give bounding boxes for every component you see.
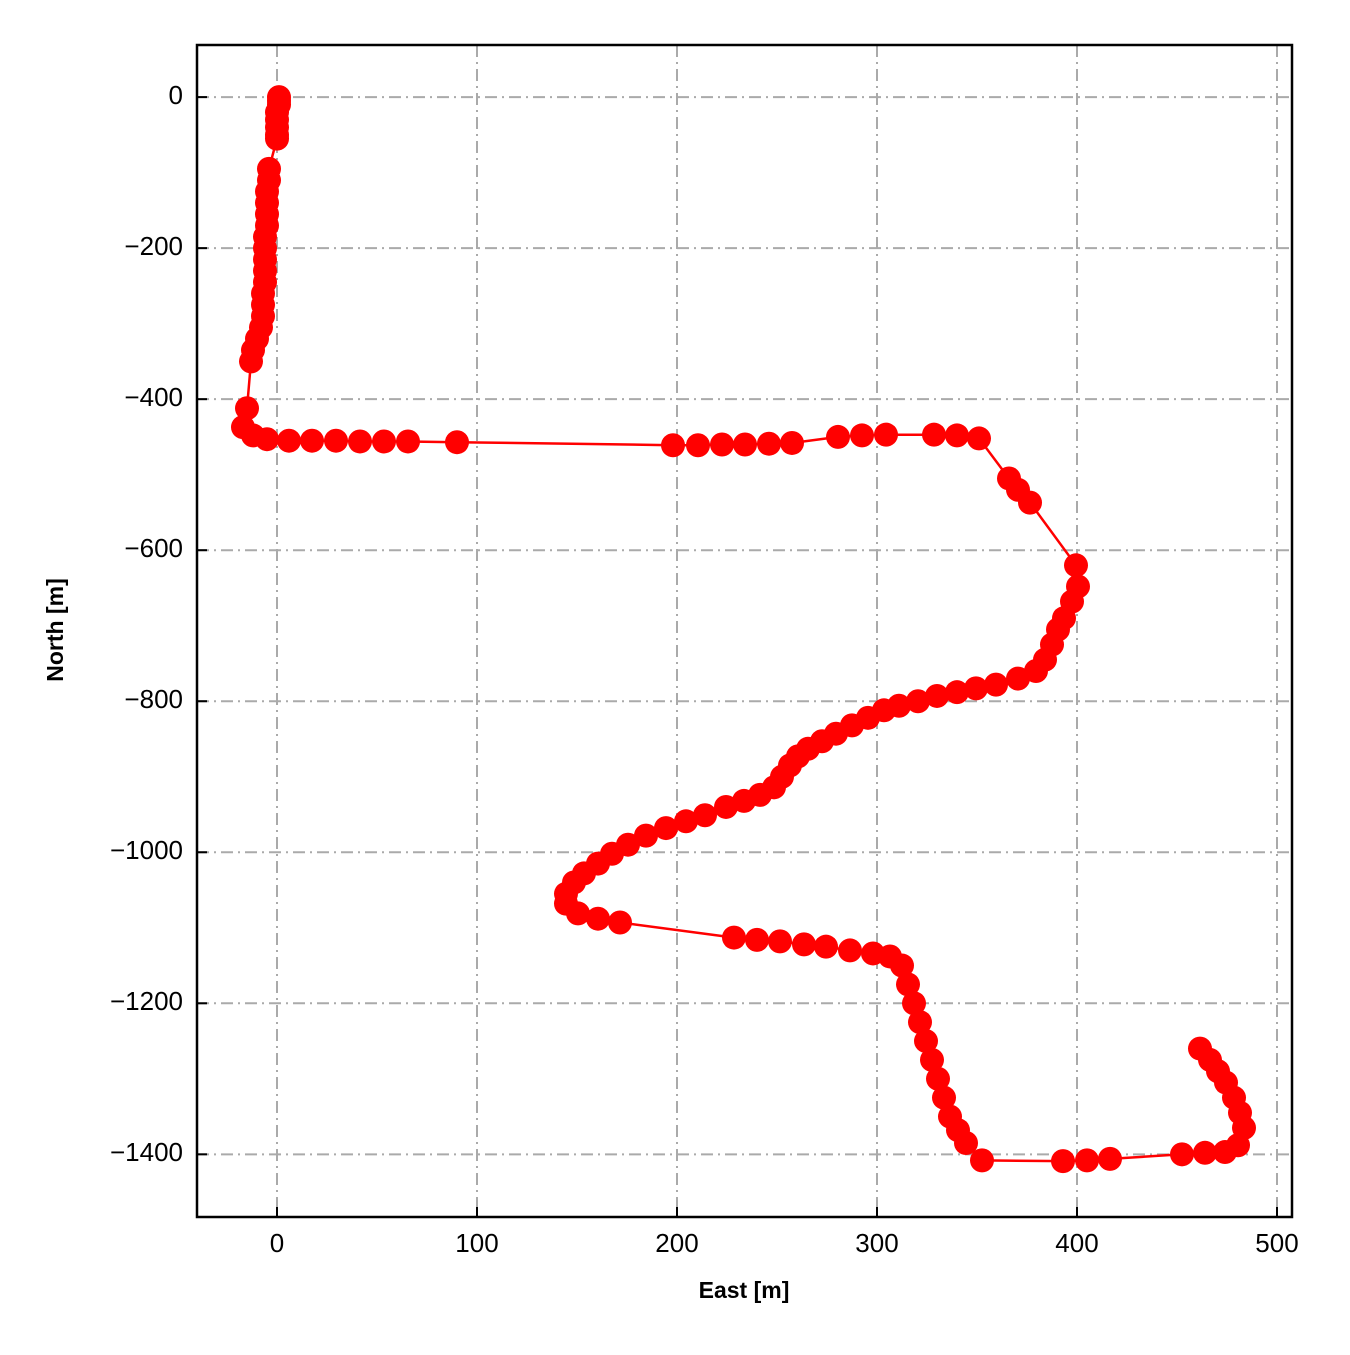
point — [1075, 1148, 1099, 1173]
x-tick-label: 0 — [270, 1228, 284, 1258]
point — [714, 794, 738, 819]
x-tick-label: 300 — [855, 1228, 898, 1258]
point — [348, 429, 372, 454]
point — [693, 803, 717, 828]
point — [1064, 553, 1088, 578]
point — [686, 433, 710, 458]
point — [906, 689, 930, 714]
point — [710, 432, 734, 457]
point — [922, 422, 946, 447]
point — [634, 823, 658, 848]
point — [1006, 666, 1030, 691]
point — [945, 423, 969, 448]
point — [945, 680, 969, 705]
y-tick-label: −1400 — [110, 1137, 183, 1167]
point — [265, 126, 289, 151]
point — [1193, 1140, 1217, 1165]
point — [792, 932, 816, 957]
point — [932, 1085, 956, 1110]
point — [890, 953, 914, 978]
point — [239, 349, 263, 374]
point — [324, 428, 348, 453]
point — [1051, 1149, 1075, 1174]
point — [722, 925, 746, 950]
point — [964, 676, 988, 701]
point — [814, 934, 838, 959]
point — [925, 683, 949, 708]
point — [1098, 1146, 1122, 1171]
point — [674, 809, 698, 834]
point — [896, 972, 920, 997]
point — [654, 816, 678, 841]
y-tick-label: −200 — [124, 231, 183, 261]
point — [908, 1010, 932, 1035]
point — [277, 428, 301, 453]
y-tick-label: 0 — [169, 80, 183, 110]
y-tick-label: −400 — [124, 382, 183, 412]
y-axis-label: North [m] — [42, 578, 68, 681]
point — [826, 424, 850, 449]
point — [661, 433, 685, 458]
point — [757, 431, 781, 456]
point — [838, 938, 862, 963]
point — [445, 430, 469, 455]
point — [1170, 1142, 1194, 1167]
point — [732, 788, 756, 813]
y-tick-label: −1200 — [110, 986, 183, 1016]
point — [733, 432, 757, 457]
point — [850, 423, 874, 448]
x-axis-label: East [m] — [699, 1277, 790, 1303]
point — [300, 428, 324, 453]
y-tick-label: −800 — [124, 684, 183, 714]
point — [954, 1130, 978, 1155]
point — [1188, 1036, 1212, 1061]
point — [372, 429, 396, 454]
point — [255, 427, 279, 452]
point — [902, 991, 926, 1016]
point — [396, 429, 420, 454]
x-tick-label: 500 — [1255, 1228, 1298, 1258]
point — [1024, 659, 1048, 684]
point — [780, 430, 804, 455]
point — [926, 1066, 950, 1091]
point — [970, 1148, 994, 1173]
point — [566, 901, 590, 926]
point — [768, 929, 792, 954]
x-tick-label: 400 — [1055, 1228, 1098, 1258]
point — [608, 910, 632, 935]
x-tick-label: 100 — [455, 1228, 498, 1258]
x-tick-label: 200 — [655, 1228, 698, 1258]
plot-frame — [195, 43, 1294, 1219]
point — [235, 396, 259, 421]
y-tick-label: −600 — [124, 533, 183, 563]
y-tick-label: −1000 — [110, 835, 183, 865]
point — [586, 906, 610, 931]
point — [914, 1029, 938, 1054]
point — [874, 422, 898, 447]
point — [920, 1047, 944, 1072]
point — [745, 927, 769, 952]
point — [984, 672, 1008, 697]
point — [1018, 490, 1042, 515]
point — [967, 426, 991, 451]
